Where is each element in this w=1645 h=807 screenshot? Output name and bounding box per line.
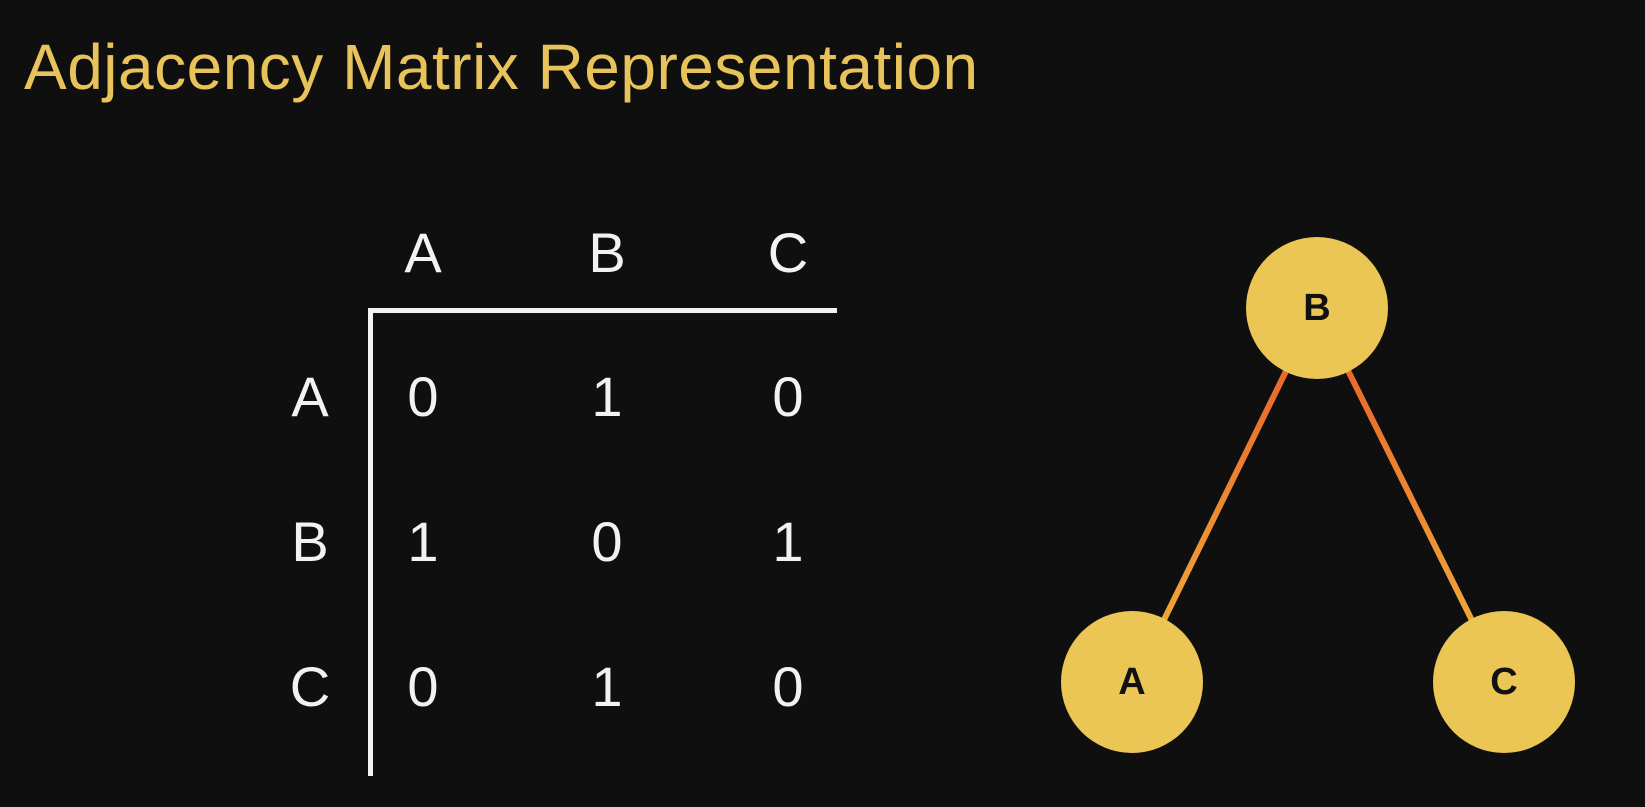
graph-node-c: C xyxy=(1433,611,1575,753)
matrix-cell-a-a: 0 xyxy=(407,365,439,428)
row-header-a: A xyxy=(291,365,329,428)
node-b-label: B xyxy=(1303,287,1330,329)
adjacency-matrix: A B C A 0 1 0 B 1 0 1 C 0 1 0 xyxy=(289,221,837,776)
matrix-cell-b-b: 0 xyxy=(591,510,623,573)
matrix-cell-a-c: 0 xyxy=(772,365,804,428)
matrix-cell-c-c: 0 xyxy=(772,655,804,718)
column-header-b: B xyxy=(588,221,626,284)
node-b-circle xyxy=(1246,237,1388,379)
matrix-top-rule xyxy=(368,308,837,313)
row-header-b: B xyxy=(291,510,329,573)
column-header-c: C xyxy=(767,221,809,284)
node-a-circle xyxy=(1061,611,1203,753)
node-a-label: A xyxy=(1118,661,1145,703)
row-header-c: C xyxy=(289,655,331,718)
column-header-a: A xyxy=(404,221,442,284)
matrix-cell-b-a: 1 xyxy=(407,510,439,573)
node-c-circle xyxy=(1433,611,1575,753)
matrix-left-rule xyxy=(368,308,373,776)
node-c-label: C xyxy=(1490,661,1517,703)
page-title: Adjacency Matrix Representation xyxy=(24,31,979,103)
matrix-cell-a-b: 1 xyxy=(591,365,623,428)
matrix-cell-c-a: 0 xyxy=(407,655,439,718)
matrix-cell-c-b: 1 xyxy=(591,655,623,718)
graph-node-a: A xyxy=(1061,611,1203,753)
graph-node-b: B xyxy=(1246,237,1388,379)
matrix-cell-b-c: 1 xyxy=(772,510,804,573)
